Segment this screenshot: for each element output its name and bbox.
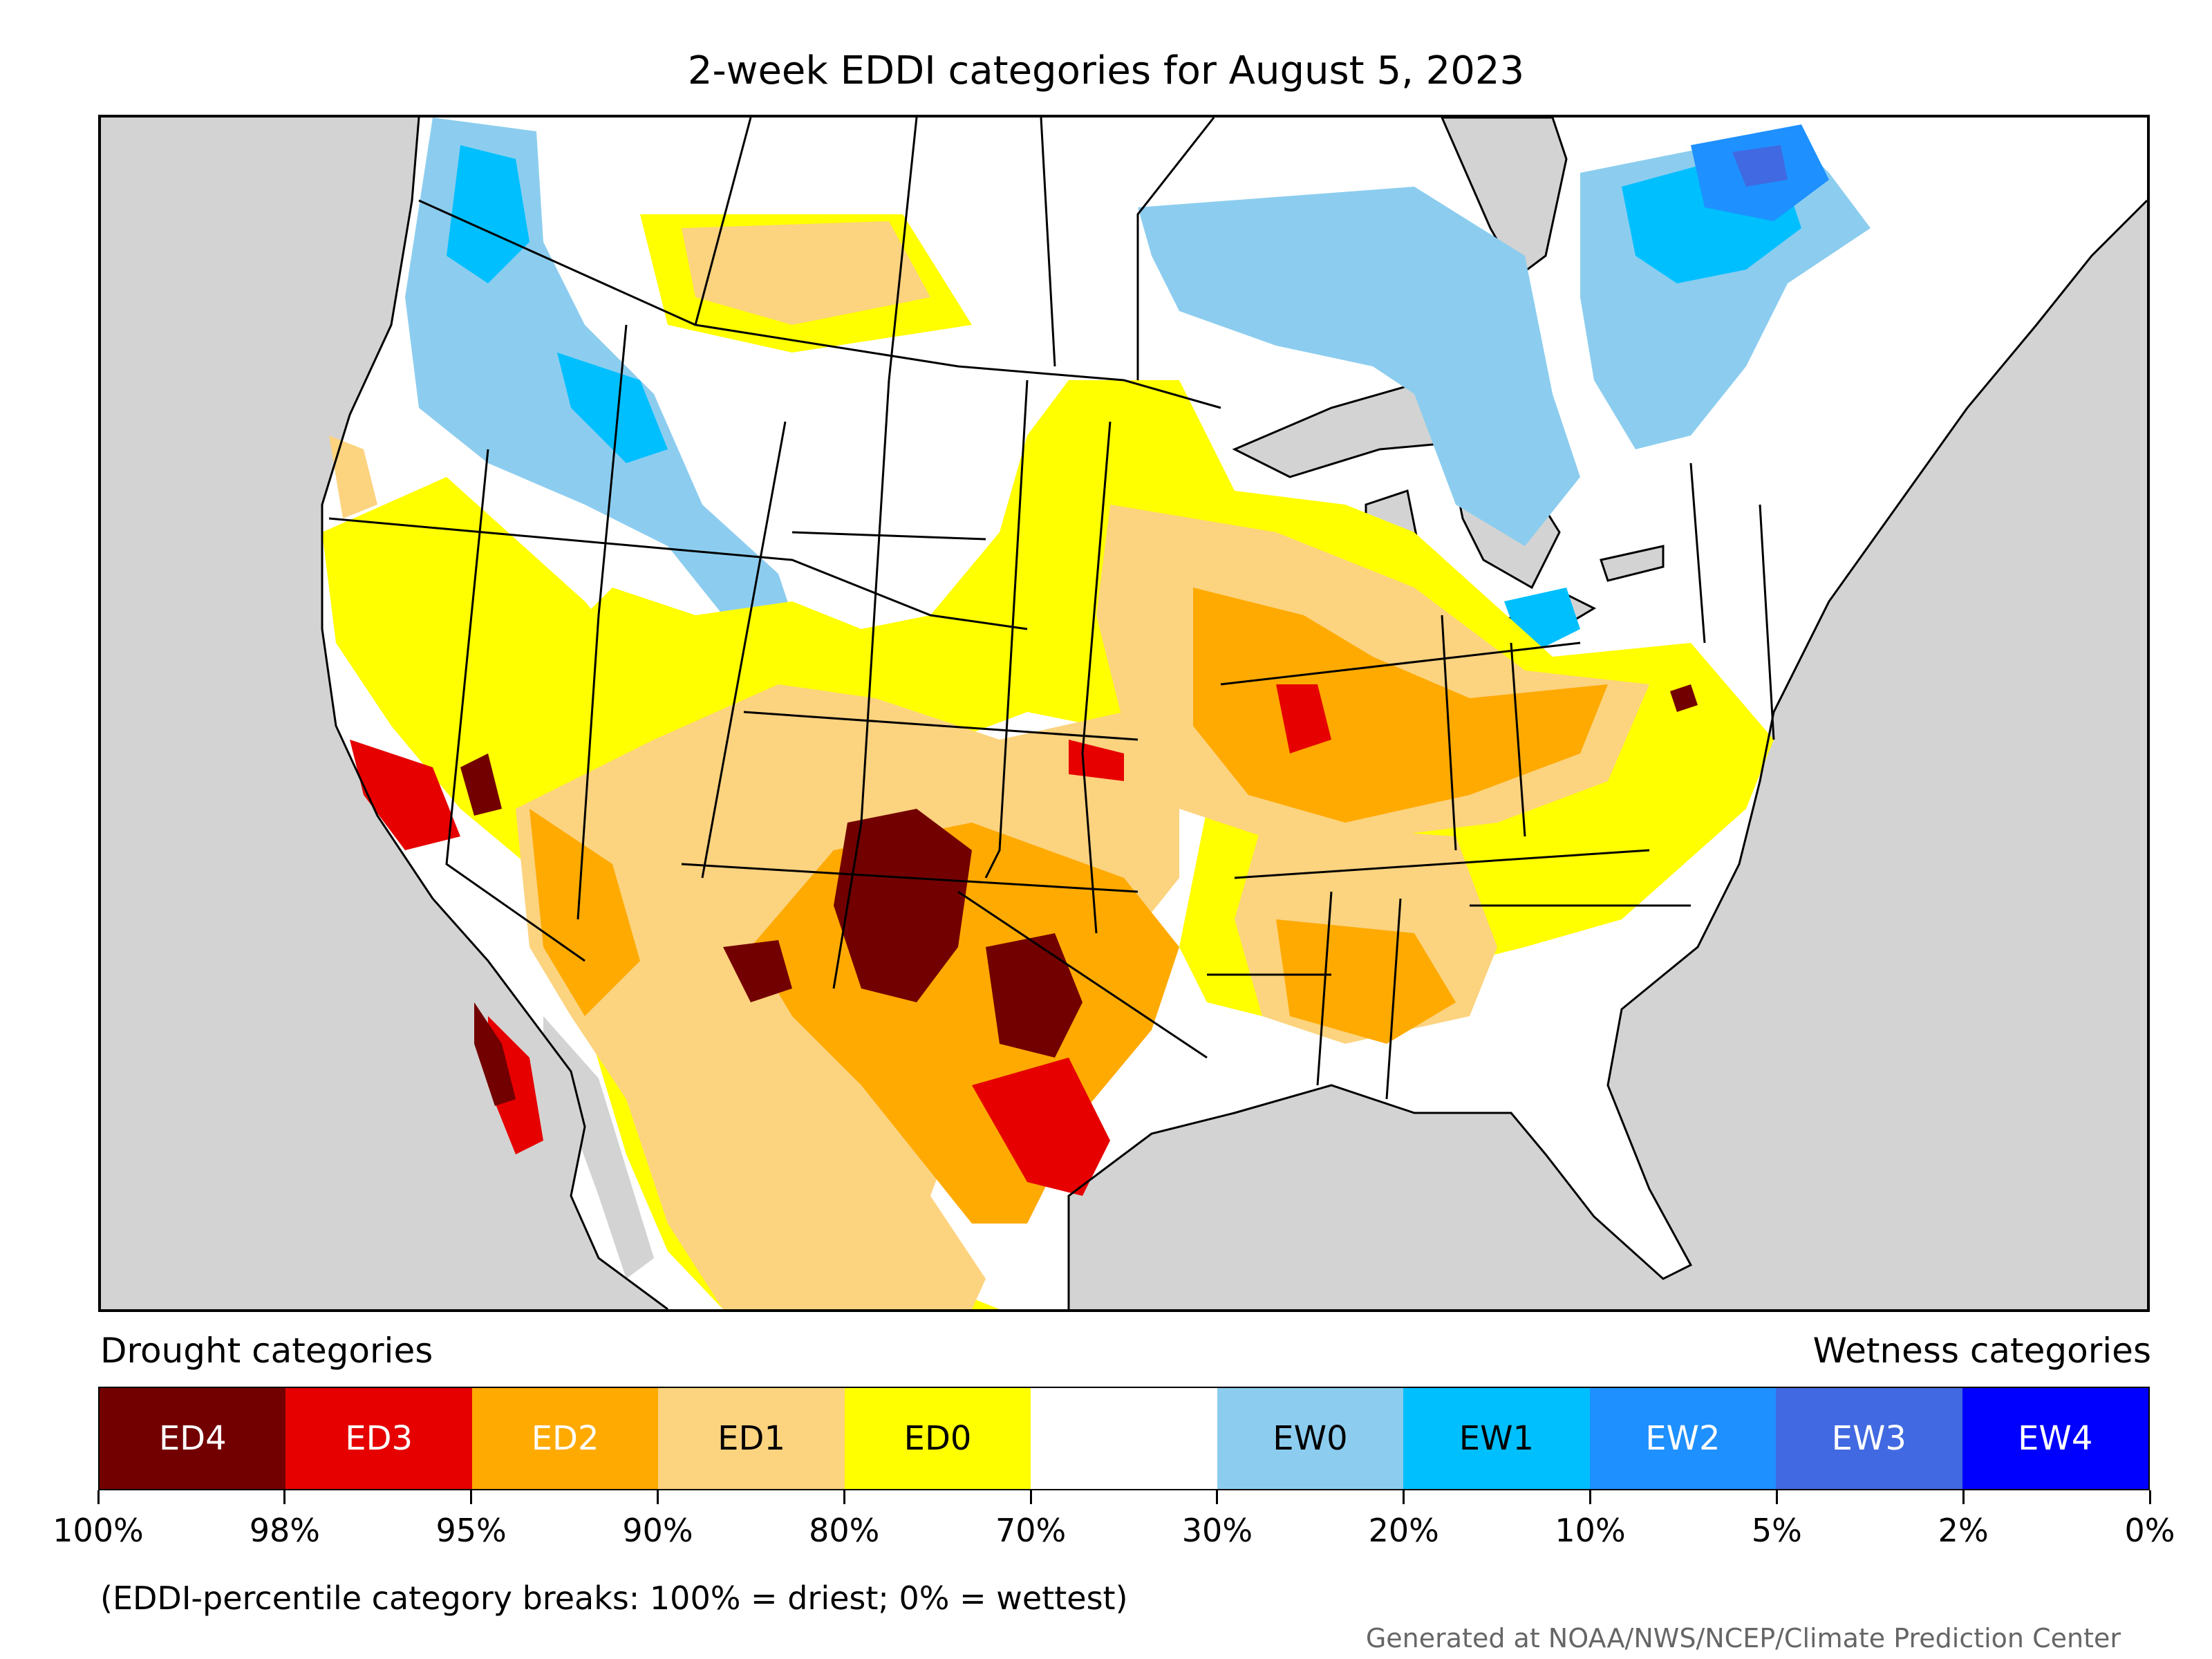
legend-tick [1962, 1490, 1965, 1504]
legend-cell-ew4: EW4 [1962, 1388, 2148, 1489]
ed1-region-canada-plains [682, 221, 930, 325]
ed4-region-baja [474, 1002, 516, 1106]
legend-cell-ed0: ED0 [844, 1388, 1031, 1489]
ed4-region-texas [986, 933, 1082, 1058]
ed2-region-gulf [1276, 919, 1456, 1044]
legend-cell-ed3: ED3 [285, 1388, 472, 1489]
ed3-region-illinois [1276, 684, 1331, 753]
legend-cell-ed4: ED4 [100, 1388, 286, 1489]
legend-cell-ew3: EW3 [1776, 1388, 1962, 1489]
legend-tick [2148, 1490, 2151, 1504]
ed4-region-new-mexico [834, 809, 972, 1002]
legend-tick-label: 10% [1555, 1512, 1626, 1549]
legend-tick-label: 30% [1181, 1512, 1253, 1549]
ed4-region-california [460, 753, 502, 816]
legend-tick [1029, 1490, 1032, 1504]
lake-ontario [1600, 545, 1665, 582]
legend-tick [283, 1490, 286, 1504]
ew1-region-idaho [557, 353, 668, 463]
ew1-region-northwest [447, 145, 529, 283]
legend-tick-label: 95% [435, 1512, 507, 1549]
coastline [321, 118, 2147, 1309]
map-title: 2-week EDDI categories for August 5, 202… [687, 48, 1525, 93]
state-boundaries [328, 118, 1775, 1100]
map-canvas [101, 118, 2147, 1309]
ed4-region-virginia [1670, 684, 1698, 712]
legend-tick-label: 70% [995, 1512, 1067, 1549]
legend-tick-label: 5% [1751, 1512, 1802, 1549]
legend-tick [1403, 1490, 1405, 1504]
legend-cell-ew0: EW0 [1217, 1388, 1404, 1489]
legend-tick [97, 1490, 100, 1504]
legend-cell-ew1: EW1 [1403, 1388, 1590, 1489]
legend-tick [1589, 1490, 1592, 1504]
legend-colorbar: ED4 ED3 ED2 ED1 ED0 EW0 EW1 EW2 EW3 EW4 [98, 1387, 2150, 1490]
eddi-map [98, 115, 2150, 1312]
category-breaks-note: (EDDI-percentile category breaks: 100% =… [100, 1580, 1128, 1617]
legend-tick-label: 98% [249, 1512, 320, 1549]
ed1-region-california [329, 435, 377, 518]
legend-cell-normal [1031, 1388, 1217, 1489]
ed3-region-california [350, 740, 460, 850]
wetness-categories-label: Wetness categories [1812, 1331, 2151, 1371]
legend-cell-ed1: ED1 [658, 1388, 845, 1489]
legend-tick [1216, 1490, 1219, 1504]
ed2-region-southwest [529, 809, 640, 1016]
ew0-region-canada-east [1138, 187, 1580, 546]
legend-tick [1775, 1490, 1778, 1504]
legend-tick-label: 20% [1368, 1512, 1439, 1549]
legend-tick-label: 90% [622, 1512, 693, 1549]
legend-tick-label: 0% [2124, 1512, 2175, 1549]
legend-tick [656, 1490, 659, 1504]
hudson-bay-area [1441, 118, 1568, 279]
gulf-of-california [543, 1016, 654, 1279]
ew3-region-quebec [1732, 145, 1788, 187]
legend-tick [470, 1490, 473, 1504]
ed2-region-midwest [1193, 588, 1608, 823]
legend-tick [843, 1490, 845, 1504]
legend-tick-label: 80% [809, 1512, 880, 1549]
credit-text: Generated at NOAA/NWS/NCEP/Climate Predi… [1365, 1623, 2121, 1653]
ed4-region-arizona [723, 940, 792, 1002]
drought-categories-label: Drought categories [100, 1331, 433, 1371]
legend-tick-label: 100% [53, 1512, 144, 1549]
legend-cell-ew2: EW2 [1589, 1388, 1777, 1489]
legend-cell-ed2: ED2 [471, 1388, 659, 1489]
ed3-region-texas-gulf [972, 1058, 1110, 1196]
legend-tick-label: 2% [1938, 1512, 1989, 1549]
